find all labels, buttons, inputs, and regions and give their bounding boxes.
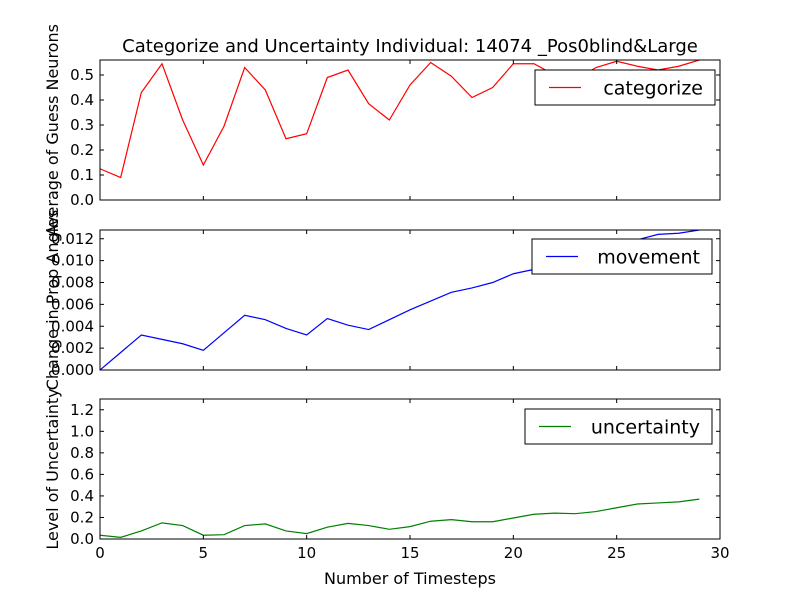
- x-tick-label: 30: [710, 544, 729, 562]
- legend: uncertainty: [524, 408, 713, 445]
- y-tick-label: 0.6: [70, 465, 94, 483]
- y-tick-label: 0.004: [51, 317, 94, 335]
- y-tick-label: 1.2: [70, 401, 94, 419]
- series-line-categorize: [100, 60, 700, 179]
- legend-label: categorize: [603, 78, 703, 100]
- x-tick-label: 0: [95, 544, 105, 562]
- y-tick-label: 0.010: [51, 252, 94, 270]
- y-tick-label: 0.4: [70, 91, 94, 109]
- y-tick-label: 0.0: [70, 191, 94, 209]
- y-tick-label: 0.006: [51, 295, 94, 313]
- y-tick-label: 0.0: [70, 530, 94, 548]
- x-tick-label: 25: [607, 544, 626, 562]
- y-tick-label: 0.000: [51, 361, 94, 379]
- panel-3: 0.0 0.2 0.4 0.6 0.8 1.0 1.2 0 5 10 15 20 25 30 Level o…: [43, 388, 730, 562]
- series-line-uncertainty: [100, 498, 700, 538]
- legend: movement: [531, 238, 713, 275]
- x-axis-title: Number of Timesteps: [324, 569, 496, 588]
- y-axis-title: Average of Guess Neurons: [43, 24, 62, 236]
- legend-label: movement: [597, 247, 700, 269]
- chart-title: Categorize and Uncertainty Individual: 1…: [122, 36, 698, 57]
- x-tick-label: 5: [199, 544, 209, 562]
- legend: categorize: [534, 69, 716, 106]
- y-tick-label: 0.2: [70, 508, 94, 526]
- x-tick-label: 15: [400, 544, 419, 562]
- y-axis-title: Change in Prop Angles: [43, 210, 62, 391]
- x-tick-label: 10: [297, 544, 316, 562]
- y-tick-label: 0.3: [70, 116, 94, 134]
- y-tick-label: 0.008: [51, 274, 94, 292]
- y-tick-label: 0.012: [51, 230, 94, 248]
- y-tick-label: 0.2: [70, 141, 94, 159]
- legend-label: uncertainty: [591, 417, 700, 439]
- y-tick-label: 0.5: [70, 66, 94, 84]
- y-tick-label: 1.0: [70, 422, 94, 440]
- panel-2: 0.000 0.002 0.004 0.006 0.008 0.010 0.012Chang…: [43, 210, 721, 391]
- y-tick-label: 0.4: [70, 487, 94, 505]
- y-tick-label: 0.002: [51, 339, 94, 357]
- y-axis-title: Level of Uncertainty: [43, 388, 62, 549]
- x-tick-label: 20: [504, 544, 523, 562]
- y-tick-label: 0.1: [70, 166, 94, 184]
- y-tick-label: 0.8: [70, 444, 94, 462]
- panel-1: 0.0 0.1 0.2 0.3 0.4 0.5 Average of Guess Neuro…: [43, 24, 721, 236]
